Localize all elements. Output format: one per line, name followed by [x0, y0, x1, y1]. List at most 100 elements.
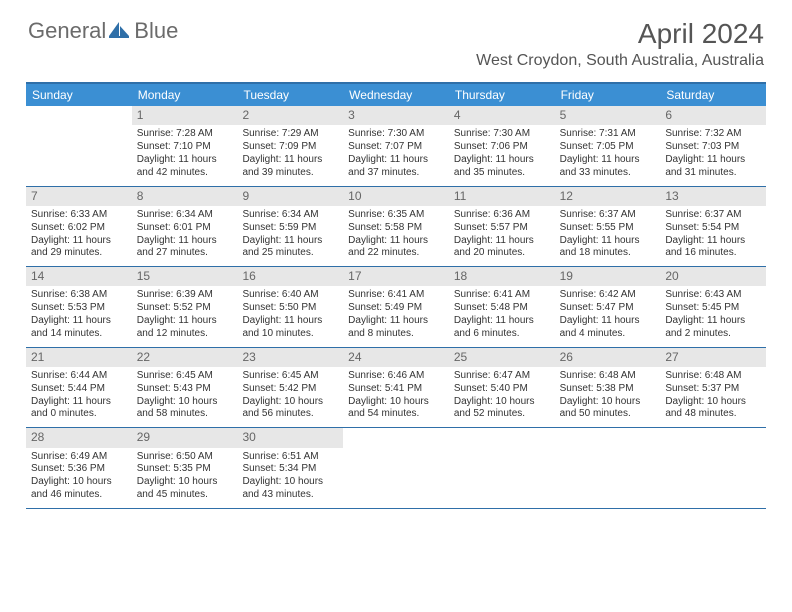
sunset-line: Sunset: 5:59 PM [242, 222, 338, 235]
sunrise-line: Sunrise: 7:29 AM [242, 128, 338, 141]
daylight-line: Daylight: 11 hours and 27 minutes. [137, 235, 233, 261]
day-of-week-header: Tuesday [237, 84, 343, 106]
day-number: 21 [26, 348, 132, 367]
sunrise-line: Sunrise: 6:42 AM [560, 289, 656, 302]
day-number: 15 [132, 267, 238, 286]
calendar-cell: 14Sunrise: 6:38 AMSunset: 5:53 PMDayligh… [26, 267, 132, 347]
sunrise-line: Sunrise: 6:46 AM [348, 370, 444, 383]
sunset-line: Sunset: 5:38 PM [560, 383, 656, 396]
calendar-cell: 8Sunrise: 6:34 AMSunset: 6:01 PMDaylight… [132, 187, 238, 267]
day-of-week-header: Wednesday [343, 84, 449, 106]
day-number: 19 [555, 267, 661, 286]
sunset-line: Sunset: 5:47 PM [560, 302, 656, 315]
calendar-cell: 9Sunrise: 6:34 AMSunset: 5:59 PMDaylight… [237, 187, 343, 267]
daylight-line: Daylight: 10 hours and 50 minutes. [560, 396, 656, 422]
title-block: April 2024 West Croydon, South Australia… [476, 18, 764, 70]
day-number: 22 [132, 348, 238, 367]
sunset-line: Sunset: 5:43 PM [137, 383, 233, 396]
day-number: 18 [449, 267, 555, 286]
daylight-line: Daylight: 11 hours and 37 minutes. [348, 154, 444, 180]
day-number: 23 [237, 348, 343, 367]
calendar-cell: 30Sunrise: 6:51 AMSunset: 5:34 PMDayligh… [237, 428, 343, 508]
calendar-week-row: 14Sunrise: 6:38 AMSunset: 5:53 PMDayligh… [26, 267, 766, 348]
sunset-line: Sunset: 7:10 PM [137, 141, 233, 154]
sunrise-line: Sunrise: 6:40 AM [242, 289, 338, 302]
day-of-week-header: Thursday [449, 84, 555, 106]
sunrise-line: Sunrise: 6:45 AM [137, 370, 233, 383]
sunrise-line: Sunrise: 6:36 AM [454, 209, 550, 222]
daylight-line: Daylight: 10 hours and 54 minutes. [348, 396, 444, 422]
sunrise-line: Sunrise: 7:28 AM [137, 128, 233, 141]
day-number: 11 [449, 187, 555, 206]
calendar-cell: 2Sunrise: 7:29 AMSunset: 7:09 PMDaylight… [237, 106, 343, 186]
daylight-line: Daylight: 11 hours and 16 minutes. [665, 235, 761, 261]
sunrise-line: Sunrise: 6:48 AM [665, 370, 761, 383]
day-number: 3 [343, 106, 449, 125]
daylight-line: Daylight: 11 hours and 18 minutes. [560, 235, 656, 261]
calendar-cell: 1Sunrise: 7:28 AMSunset: 7:10 PMDaylight… [132, 106, 238, 186]
sunset-line: Sunset: 5:41 PM [348, 383, 444, 396]
day-number: 24 [343, 348, 449, 367]
daylight-line: Daylight: 11 hours and 12 minutes. [137, 315, 233, 341]
day-number: 12 [555, 187, 661, 206]
calendar-cell: 24 Sunrise: 6:46 AMSunset: 5:41 PMDayligh… [343, 348, 449, 428]
sunset-line: Sunset: 5:50 PM [242, 302, 338, 315]
sunset-line: Sunset: 5:36 PM [31, 463, 127, 476]
calendar-body: 1Sunrise: 7:28 AMSunset: 7:10 PMDaylight… [26, 106, 766, 509]
day-number: 5 [555, 106, 661, 125]
day-of-week-header: Monday [132, 84, 238, 106]
daylight-line: Daylight: 11 hours and 29 minutes. [31, 235, 127, 261]
daylight-line: Daylight: 11 hours and 14 minutes. [31, 315, 127, 341]
calendar-cell: 4Sunrise: 7:30 AMSunset: 7:06 PMDaylight… [449, 106, 555, 186]
sunset-line: Sunset: 7:05 PM [560, 141, 656, 154]
daylight-line: Daylight: 11 hours and 42 minutes. [137, 154, 233, 180]
sunrise-line: Sunrise: 6:44 AM [31, 370, 127, 383]
daylight-line: Daylight: 10 hours and 48 minutes. [665, 396, 761, 422]
calendar-cell: 21Sunrise: 6:44 AMSunset: 5:44 PMDayligh… [26, 348, 132, 428]
calendar: SundayMondayTuesdayWednesdayThursdayFrid… [26, 82, 766, 509]
sunrise-line: Sunrise: 6:34 AM [137, 209, 233, 222]
sunrise-line: Sunrise: 6:45 AM [242, 370, 338, 383]
sunrise-line: Sunrise: 7:30 AM [348, 128, 444, 141]
sunset-line: Sunset: 5:52 PM [137, 302, 233, 315]
calendar-week-row: 7Sunrise: 6:33 AMSunset: 6:02 PMDaylight… [26, 187, 766, 268]
day-number: 25 [449, 348, 555, 367]
day-number: 10 [343, 187, 449, 206]
calendar-cell: 15Sunrise: 6:39 AMSunset: 5:52 PMDayligh… [132, 267, 238, 347]
day-number: 29 [132, 428, 238, 447]
calendar-cell [660, 428, 766, 508]
sunrise-line: Sunrise: 6:49 AM [31, 451, 127, 464]
sunset-line: Sunset: 5:58 PM [348, 222, 444, 235]
calendar-week-row: 1Sunrise: 7:28 AMSunset: 7:10 PMDaylight… [26, 106, 766, 187]
daylight-line: Daylight: 11 hours and 8 minutes. [348, 315, 444, 341]
day-number: 26 [555, 348, 661, 367]
sunset-line: Sunset: 6:02 PM [31, 222, 127, 235]
sunrise-line: Sunrise: 6:51 AM [242, 451, 338, 464]
daylight-line: Daylight: 11 hours and 25 minutes. [242, 235, 338, 261]
sunrise-line: Sunrise: 6:35 AM [348, 209, 444, 222]
calendar-cell [449, 428, 555, 508]
daylight-line: Daylight: 11 hours and 10 minutes. [242, 315, 338, 341]
sunset-line: Sunset: 5:57 PM [454, 222, 550, 235]
sunrise-line: Sunrise: 6:37 AM [665, 209, 761, 222]
sunset-line: Sunset: 5:42 PM [242, 383, 338, 396]
calendar-cell: 17Sunrise: 6:41 AMSunset: 5:49 PMDayligh… [343, 267, 449, 347]
sunrise-line: Sunrise: 6:43 AM [665, 289, 761, 302]
daylight-line: Daylight: 11 hours and 33 minutes. [560, 154, 656, 180]
day-number: 14 [26, 267, 132, 286]
month-title: April 2024 [476, 18, 764, 50]
sunset-line: Sunset: 5:54 PM [665, 222, 761, 235]
day-number: 17 [343, 267, 449, 286]
sunrise-line: Sunrise: 7:32 AM [665, 128, 761, 141]
sunrise-line: Sunrise: 6:41 AM [348, 289, 444, 302]
sunset-line: Sunset: 5:35 PM [137, 463, 233, 476]
calendar-cell: 28Sunrise: 6:49 AMSunset: 5:36 PMDayligh… [26, 428, 132, 508]
sunrise-line: Sunrise: 6:50 AM [137, 451, 233, 464]
sunset-line: Sunset: 7:03 PM [665, 141, 761, 154]
logo-sail-icon [109, 18, 131, 44]
sunrise-line: Sunrise: 7:30 AM [454, 128, 550, 141]
logo-text-blue: Blue [134, 18, 178, 44]
sunset-line: Sunset: 5:34 PM [242, 463, 338, 476]
daylight-line: Daylight: 10 hours and 56 minutes. [242, 396, 338, 422]
daylight-line: Daylight: 11 hours and 31 minutes. [665, 154, 761, 180]
